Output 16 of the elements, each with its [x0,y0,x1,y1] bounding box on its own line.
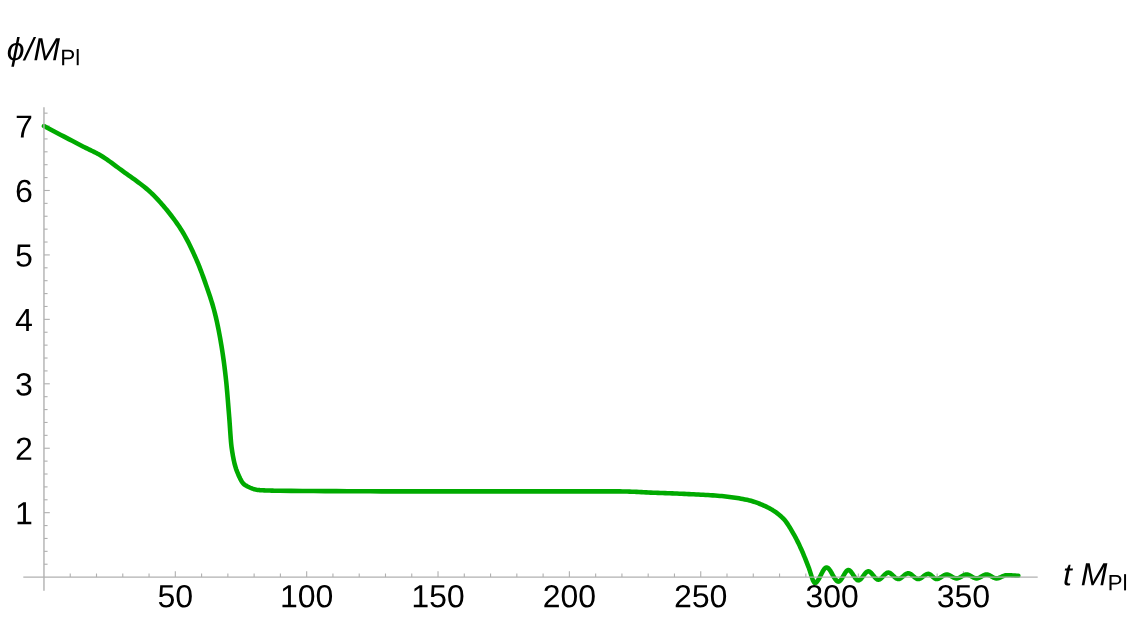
x-tick-label: 300 [806,584,858,608]
x-tick-label: 250 [675,584,727,608]
x-axis-title: t M$_{Pl}$ [1064,563,1127,591]
y-tick-label: 6 [16,179,32,203]
x-tick-label: 150 [413,584,464,608]
y-tick-label: 7 [16,115,32,138]
y-tick-label: 4 [15,308,32,331]
x-tick-label: 100 [282,584,333,608]
y-axis-title: ϕ/M$_{Pl}$ [7,36,79,67]
x-tick-label: 200 [544,584,595,608]
y-tick-label: 3 [16,373,32,396]
y-tick-label: 2 [16,437,32,460]
x-tick-label: 50 [158,584,192,608]
x-tick-label: 350 [938,584,989,608]
y-tick-label: 5 [16,244,32,267]
y-tick-label: 1 [17,502,32,525]
